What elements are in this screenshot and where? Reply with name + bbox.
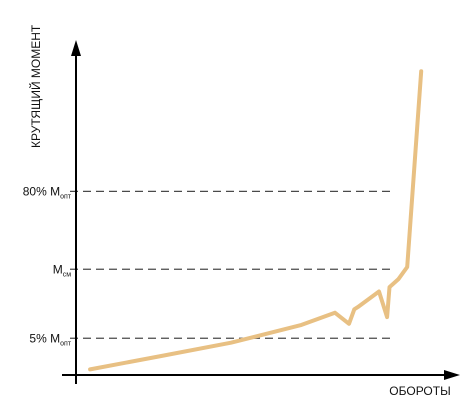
reference-lines: 80% Mопт Mсм 5% Mопт [23,184,395,347]
torque-curve-0 [88,69,424,372]
y-axis-arrow-icon [71,40,81,56]
reference-label-1: Mсм [53,262,72,278]
reference-label-0: 80% Mопт [23,184,72,200]
y-axis-label: КРУТЯЩИЙ МОМЕНТ [28,24,43,148]
series-group [88,69,424,372]
axes [62,40,460,384]
x-axis-label: ОБОРОТЫ [389,384,450,396]
reference-label-2: 5% Mопт [29,331,71,347]
x-axis-arrow-icon [444,370,460,380]
